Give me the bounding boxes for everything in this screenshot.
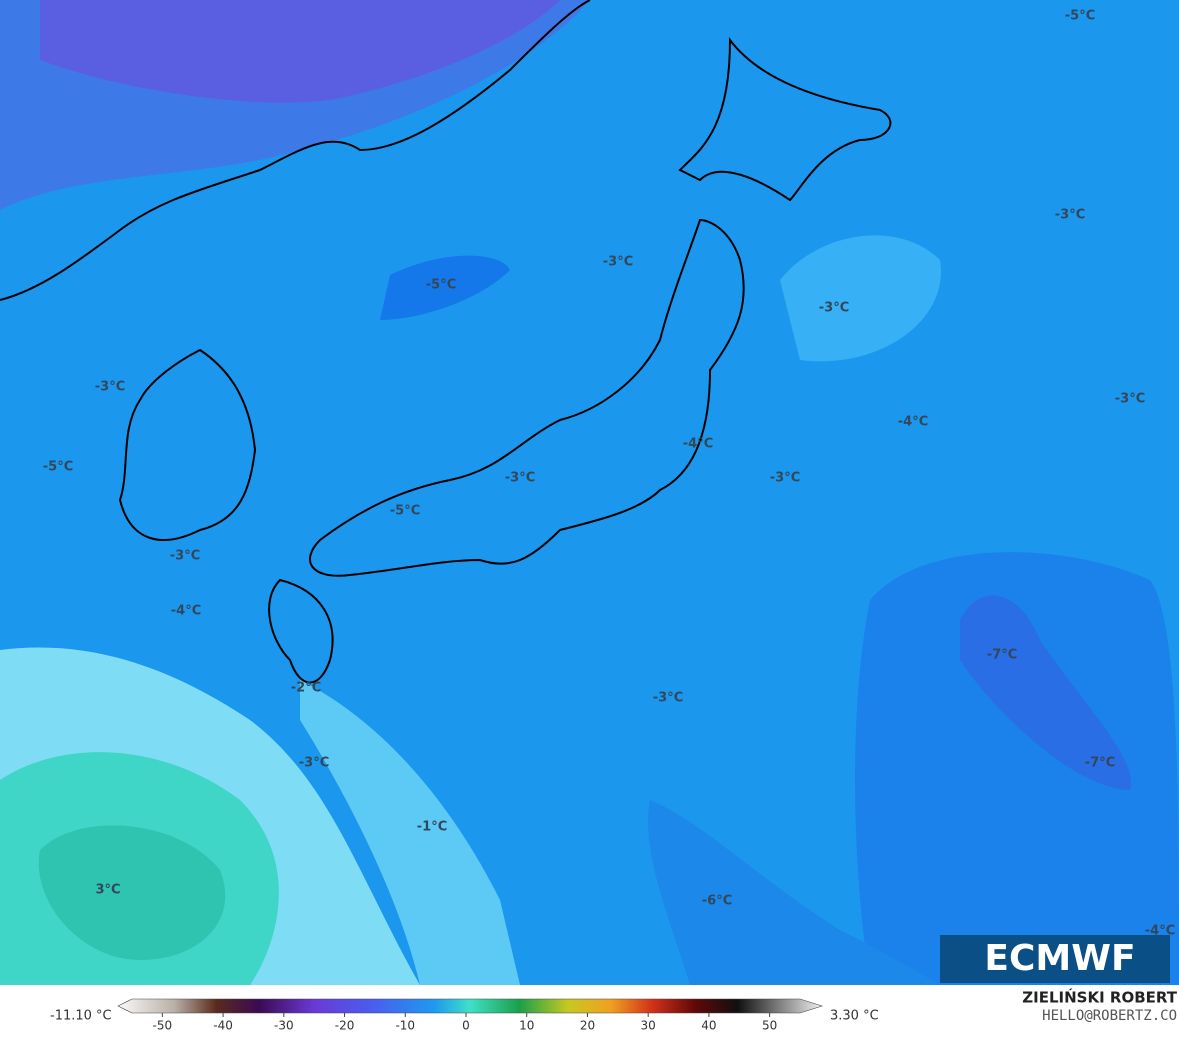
- temperature-label: -3°C: [505, 471, 535, 486]
- credit-name: ZIELIŃSKI ROBERT: [1022, 988, 1177, 1007]
- temperature-label: -3°C: [299, 756, 329, 771]
- korea: [118, 348, 257, 541]
- colorbar-tick-label: 40: [701, 1019, 716, 1033]
- colorbar-tick-label: 0: [462, 1019, 470, 1033]
- temperature-label: -3°C: [653, 691, 683, 706]
- colorbar-tick-label: 50: [762, 1019, 777, 1033]
- colorbar-tick-label: 30: [641, 1019, 656, 1033]
- colorbar-tick-label: -10: [395, 1019, 415, 1033]
- cold-area: [380, 255, 510, 320]
- temperature-label: -3°C: [819, 301, 849, 316]
- colorbar-tick-label: 20: [580, 1019, 595, 1033]
- cold-area: [960, 595, 1132, 790]
- cold-area: [855, 552, 1179, 985]
- temperature-label: -4°C: [898, 415, 928, 430]
- temperature-label: -2°C: [291, 681, 321, 696]
- colorbar-max: 3.30 °C: [830, 1009, 879, 1024]
- coastlines: [0, 0, 892, 684]
- temperature-label: -5°C: [1065, 9, 1095, 24]
- colorbar-tick-label: -40: [213, 1019, 233, 1033]
- temperature-label: -3°C: [95, 380, 125, 395]
- temperature-label: -5°C: [426, 278, 456, 293]
- cold-area: [648, 800, 940, 985]
- colorbar-min: -11.10 °C: [50, 1009, 112, 1024]
- kyushu: [268, 578, 334, 684]
- temperature-label: -6°C: [702, 894, 732, 909]
- temperature-label: -3°C: [603, 255, 633, 270]
- temperature-label: -3°C: [1115, 392, 1145, 407]
- logo: ECMWF: [984, 938, 1135, 979]
- credit-email: HELLO@ROBERTZ.CO: [1042, 1008, 1177, 1024]
- colorbar-tick-label: -50: [153, 1019, 173, 1033]
- hokkaido: [678, 37, 892, 202]
- temperature-label: -1°C: [417, 820, 447, 835]
- temperature-label: -5°C: [390, 504, 420, 519]
- temperature-label: -7°C: [987, 648, 1017, 663]
- temperature-label: -4°C: [1145, 924, 1175, 939]
- temperature-label: -5°C: [43, 460, 73, 475]
- temperature-label: -4°C: [171, 604, 201, 619]
- colorbar-tick-label: -20: [335, 1019, 355, 1033]
- colorbar-tick-label: -30: [274, 1019, 294, 1033]
- honshu: [309, 218, 745, 577]
- temperature-label: 3°C: [95, 883, 120, 898]
- warm-area: [300, 680, 520, 985]
- temperature-label: -3°C: [170, 549, 200, 564]
- temperature-label: -7°C: [1085, 756, 1115, 771]
- colorbar: [117, 998, 823, 1014]
- temperature-label: -3°C: [1055, 208, 1085, 223]
- coastline: [0, 0, 591, 301]
- logo-box: [940, 935, 1170, 983]
- temperature-label: -3°C: [770, 471, 800, 486]
- cold-area: [40, 0, 560, 103]
- warm-area: [780, 235, 941, 362]
- warm-area: [38, 825, 226, 960]
- colorbar-tick-label: 10: [519, 1019, 534, 1033]
- temperature-label: -4°C: [683, 437, 713, 452]
